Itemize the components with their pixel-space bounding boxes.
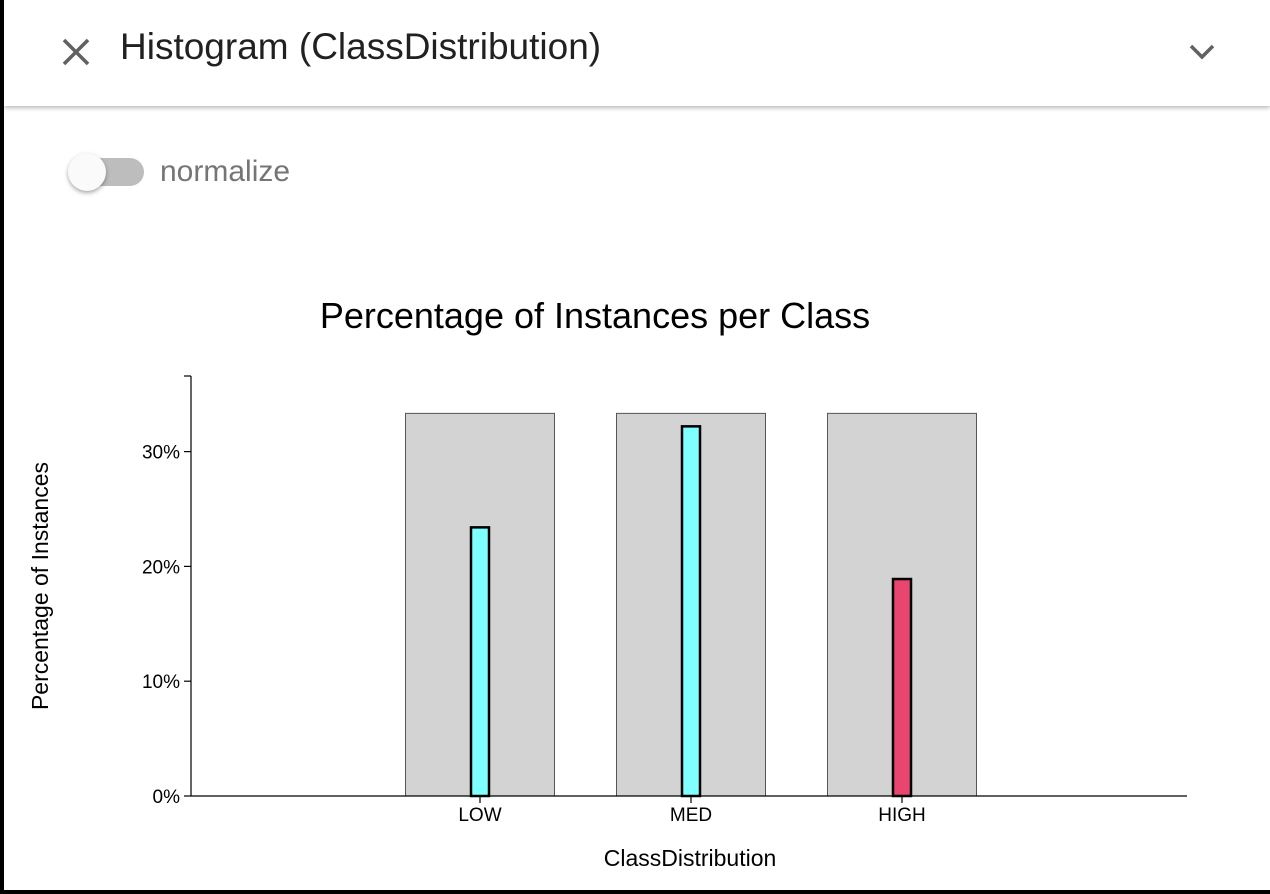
close-icon bbox=[62, 38, 90, 66]
y-ticks: 0% 10% 20% 30% bbox=[142, 443, 191, 808]
value-bar-high[interactable] bbox=[891, 577, 913, 798]
normalize-toggle[interactable] bbox=[68, 150, 144, 194]
x-ticks: LOW MED HIGH bbox=[458, 796, 926, 826]
chevron-down-icon bbox=[1189, 44, 1215, 60]
y-tick-label: 10% bbox=[142, 672, 180, 693]
y-axis-label: Percentage of Instances bbox=[27, 462, 53, 710]
y-tick-label: 0% bbox=[153, 787, 181, 808]
close-button[interactable] bbox=[54, 30, 98, 74]
panel-title: Histogram (ClassDistribution) bbox=[120, 26, 602, 67]
expand-button[interactable] bbox=[1182, 32, 1222, 72]
histogram-chart: Percentage of Instances per Class 0% 10% 2… bbox=[27, 295, 1187, 871]
value-bar-low[interactable] bbox=[469, 526, 491, 798]
value-bar-med[interactable] bbox=[680, 425, 702, 798]
x-axis-label: ClassDistribution bbox=[604, 845, 777, 871]
normalize-label: normalize bbox=[160, 155, 291, 188]
normalize-row: normalize bbox=[68, 150, 290, 194]
x-tick-label-high: HIGH bbox=[878, 805, 926, 826]
panel-header: Histogram (ClassDistribution) bbox=[4, 0, 1270, 106]
x-tick-label-low: LOW bbox=[458, 805, 501, 826]
histogram-panel: Histogram (ClassDistribution) normalize … bbox=[4, 0, 1270, 890]
y-tick-label: 30% bbox=[142, 443, 180, 464]
toggle-thumb[interactable] bbox=[68, 153, 106, 191]
x-tick-label-med: MED bbox=[670, 805, 712, 826]
y-tick-label: 20% bbox=[142, 557, 180, 578]
value-bars bbox=[469, 425, 913, 798]
chart-title: Percentage of Instances per Class bbox=[320, 295, 870, 336]
